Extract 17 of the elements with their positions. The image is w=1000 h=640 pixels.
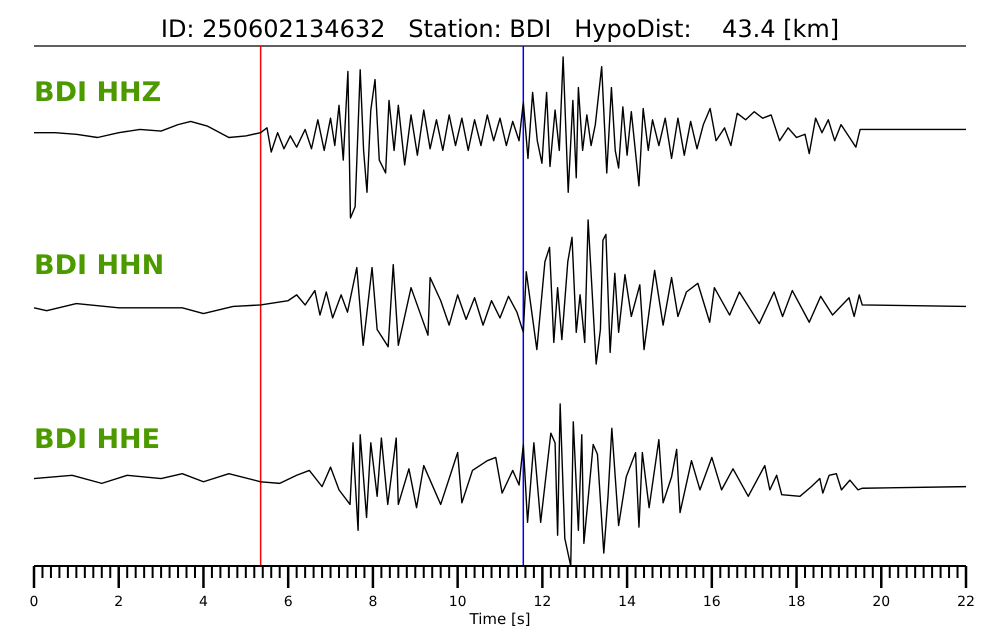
- x-tick-label: 20: [872, 594, 890, 610]
- annotation: BDI HHZ: [34, 77, 162, 108]
- chart-title: ID: 250602134632 Station: BDI HypoDist: 43.4 [km]: [160, 15, 840, 43]
- x-tick-label: 0: [30, 594, 38, 610]
- x-tick-label: 2: [114, 594, 124, 610]
- annotation: BDI HHN: [34, 250, 164, 281]
- x-tick-label: 14: [618, 594, 636, 610]
- x-tick-label: 6: [284, 594, 293, 610]
- x-tick-label: 12: [533, 594, 552, 610]
- annotation: BDI HHE: [34, 424, 160, 455]
- x-tick-label: 8: [368, 594, 378, 610]
- x-tick-label: 10: [448, 594, 467, 610]
- x-tick-label: 16: [702, 594, 721, 610]
- x-tick-label: 22: [957, 594, 975, 610]
- x-tick-label: 18: [788, 594, 806, 610]
- x-axis-title: Time [s]: [468, 610, 530, 628]
- x-tick-label: 4: [198, 594, 208, 610]
